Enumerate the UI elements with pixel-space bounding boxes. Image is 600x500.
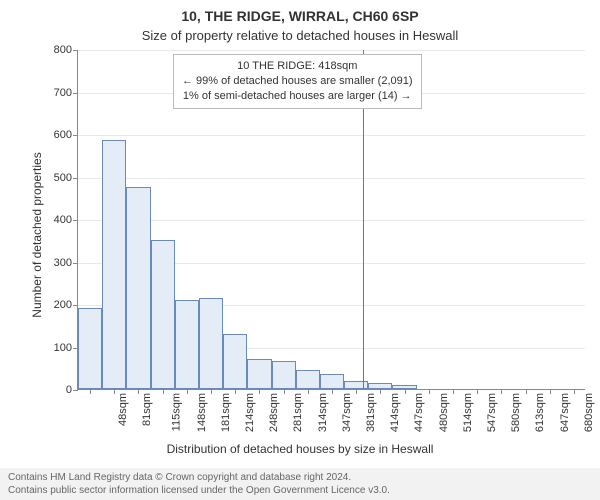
x-tick-label: 680sqm xyxy=(583,393,595,432)
x-tick-mark xyxy=(138,389,139,394)
footer-line-2: Contains public sector information licen… xyxy=(8,484,592,497)
annot-line-3: 1% of semi-detached houses are larger (1… xyxy=(182,89,413,104)
histogram-bar xyxy=(78,308,102,389)
x-tick-mark xyxy=(235,389,236,394)
x-tick-label: 613sqm xyxy=(534,393,546,432)
x-tick-label: 81sqm xyxy=(141,393,153,426)
histogram-bar xyxy=(199,298,223,389)
histogram-bar xyxy=(126,187,150,389)
x-tick-mark xyxy=(453,389,454,394)
x-tick-label: 148sqm xyxy=(196,393,208,432)
x-tick-label: 347sqm xyxy=(341,393,353,432)
annot-line-1: 10 THE RIDGE: 418sqm xyxy=(182,59,413,74)
histogram-bar xyxy=(102,140,126,389)
x-tick-mark xyxy=(259,389,260,394)
footer-line-1: Contains HM Land Registry data © Crown c… xyxy=(8,471,592,484)
x-tick-mark xyxy=(356,389,357,394)
x-tick-label: 48sqm xyxy=(117,393,129,426)
y-tick-mark xyxy=(73,93,78,94)
annotation-box: 10 THE RIDGE: 418sqm ← 99% of detached h… xyxy=(173,54,422,109)
x-tick-label: 580sqm xyxy=(510,393,522,432)
x-tick-mark xyxy=(211,389,212,394)
grid-line xyxy=(78,50,585,51)
x-tick-label: 480sqm xyxy=(438,393,450,432)
histogram-bar xyxy=(272,361,296,389)
y-tick-mark xyxy=(73,390,78,391)
page-title: 10, THE RIDGE, WIRRAL, CH60 6SP xyxy=(0,0,600,24)
x-tick-label: 447sqm xyxy=(414,393,426,432)
y-tick-mark xyxy=(73,50,78,51)
chart-subtitle: Size of property relative to detached ho… xyxy=(0,24,600,49)
histogram-bar xyxy=(175,300,199,389)
footer: Contains HM Land Registry data © Crown c… xyxy=(0,468,600,500)
x-tick-label: 181sqm xyxy=(220,393,232,432)
histogram-bar xyxy=(247,359,271,389)
histogram-bar xyxy=(151,240,175,389)
x-tick-label: 547sqm xyxy=(486,393,498,432)
x-tick-mark xyxy=(501,389,502,394)
x-tick-label: 281sqm xyxy=(293,393,305,432)
chart-container: Number of detached properties 0100200300… xyxy=(45,50,585,420)
x-tick-label: 414sqm xyxy=(389,393,401,432)
y-tick-mark xyxy=(73,178,78,179)
x-tick-mark xyxy=(187,389,188,394)
x-tick-mark xyxy=(550,389,551,394)
x-tick-mark xyxy=(574,389,575,394)
x-tick-mark xyxy=(405,389,406,394)
y-tick-mark xyxy=(73,263,78,264)
x-tick-mark xyxy=(526,389,527,394)
x-tick-mark xyxy=(429,389,430,394)
x-tick-mark xyxy=(284,389,285,394)
x-tick-mark xyxy=(380,389,381,394)
x-tick-mark xyxy=(308,389,309,394)
histogram-bar xyxy=(344,381,368,390)
x-tick-label: 381sqm xyxy=(365,393,377,432)
x-tick-label: 647sqm xyxy=(559,393,571,432)
x-tick-mark xyxy=(477,389,478,394)
plot-area: 010020030040050060070080048sqm81sqm115sq… xyxy=(77,50,585,390)
x-tick-mark xyxy=(114,389,115,394)
grid-line xyxy=(78,178,585,179)
annot-line-2: ← 99% of detached houses are smaller (2,… xyxy=(182,74,413,89)
grid-line xyxy=(78,135,585,136)
histogram-bar xyxy=(320,374,344,389)
y-tick-mark xyxy=(73,305,78,306)
y-tick-mark xyxy=(73,220,78,221)
histogram-bar xyxy=(296,370,320,389)
x-tick-label: 314sqm xyxy=(317,393,329,432)
x-tick-label: 248sqm xyxy=(268,393,280,432)
x-tick-mark xyxy=(332,389,333,394)
grid-line xyxy=(78,220,585,221)
x-tick-label: 115sqm xyxy=(171,393,183,431)
x-tick-mark xyxy=(163,389,164,394)
x-axis-label: Distribution of detached houses by size … xyxy=(0,442,600,456)
x-tick-label: 514sqm xyxy=(462,393,474,432)
histogram-bar xyxy=(223,334,247,389)
y-tick-mark xyxy=(73,135,78,136)
y-axis-label: Number of detached properties xyxy=(30,152,44,317)
x-tick-mark xyxy=(90,389,91,394)
x-tick-label: 214sqm xyxy=(244,393,256,432)
